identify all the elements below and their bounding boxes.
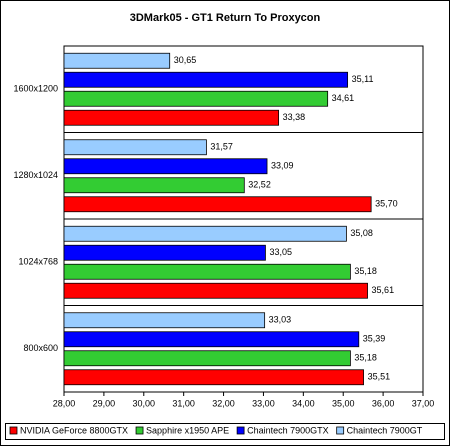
value-label: 33,38 — [283, 112, 306, 122]
value-label: 33,05 — [269, 247, 292, 257]
legend-label: Chaintech 7900GT — [347, 425, 423, 435]
bar — [63, 331, 360, 348]
chart-title: 3DMark05 - GT1 Return To Proxycon — [130, 12, 321, 24]
bar — [63, 263, 351, 280]
legend-swatch — [336, 426, 345, 435]
x-tick-label: 29,00 — [93, 398, 116, 408]
legend-label: Sapphire x1950 APE — [146, 425, 229, 435]
bar — [63, 109, 280, 126]
y-tick-label: 1600x1200 — [13, 84, 58, 94]
x-tick-label: 30,00 — [133, 398, 156, 408]
value-label: 35,70 — [375, 199, 398, 209]
y-tick-label: 1280x1024 — [13, 170, 58, 180]
y-tick-label: 800x600 — [23, 343, 58, 353]
legend-swatch — [236, 426, 245, 435]
x-tick-label: 28,00 — [53, 398, 76, 408]
legend-label: NVIDIA GeForce 8800GTX — [20, 425, 128, 435]
legend-label: Chaintech 7900GTX — [247, 425, 329, 435]
bar — [63, 196, 372, 213]
value-label: 32,52 — [248, 180, 271, 190]
y-tick-label: 1024x768 — [18, 257, 58, 267]
x-tick-label: 37,00 — [412, 398, 435, 408]
x-tick-label: 34,00 — [292, 398, 315, 408]
value-label: 35,51 — [368, 372, 391, 382]
value-label: 35,61 — [372, 285, 395, 295]
x-tick-label: 36,00 — [372, 398, 395, 408]
bar — [63, 139, 207, 156]
bar — [63, 312, 266, 329]
legend-swatch — [135, 426, 144, 435]
bar — [63, 350, 351, 367]
bar — [63, 90, 329, 107]
value-label: 35,18 — [354, 353, 377, 363]
value-label: 35,11 — [352, 74, 374, 84]
bar — [63, 52, 171, 69]
bar — [63, 158, 268, 175]
bar — [63, 282, 368, 299]
bar — [63, 177, 245, 194]
x-tick-label: 35,00 — [332, 398, 355, 408]
value-label: 31,57 — [210, 142, 233, 152]
value-label: 35,18 — [354, 266, 377, 276]
value-label: 35,08 — [350, 228, 373, 238]
bar — [63, 225, 347, 242]
value-label: 35,39 — [363, 334, 386, 344]
bar — [63, 244, 266, 261]
x-tick-label: 32,00 — [212, 398, 235, 408]
legend-swatch — [9, 426, 18, 435]
value-label: 30,65 — [174, 55, 197, 65]
value-label: 34,61 — [332, 93, 355, 103]
value-label: 33,03 — [269, 315, 292, 325]
bar — [63, 369, 364, 386]
x-tick-label: 31,00 — [172, 398, 195, 408]
bar — [63, 71, 349, 88]
value-label: 33,09 — [271, 161, 294, 171]
x-tick-label: 33,00 — [252, 398, 275, 408]
legend-box — [5, 423, 445, 440]
